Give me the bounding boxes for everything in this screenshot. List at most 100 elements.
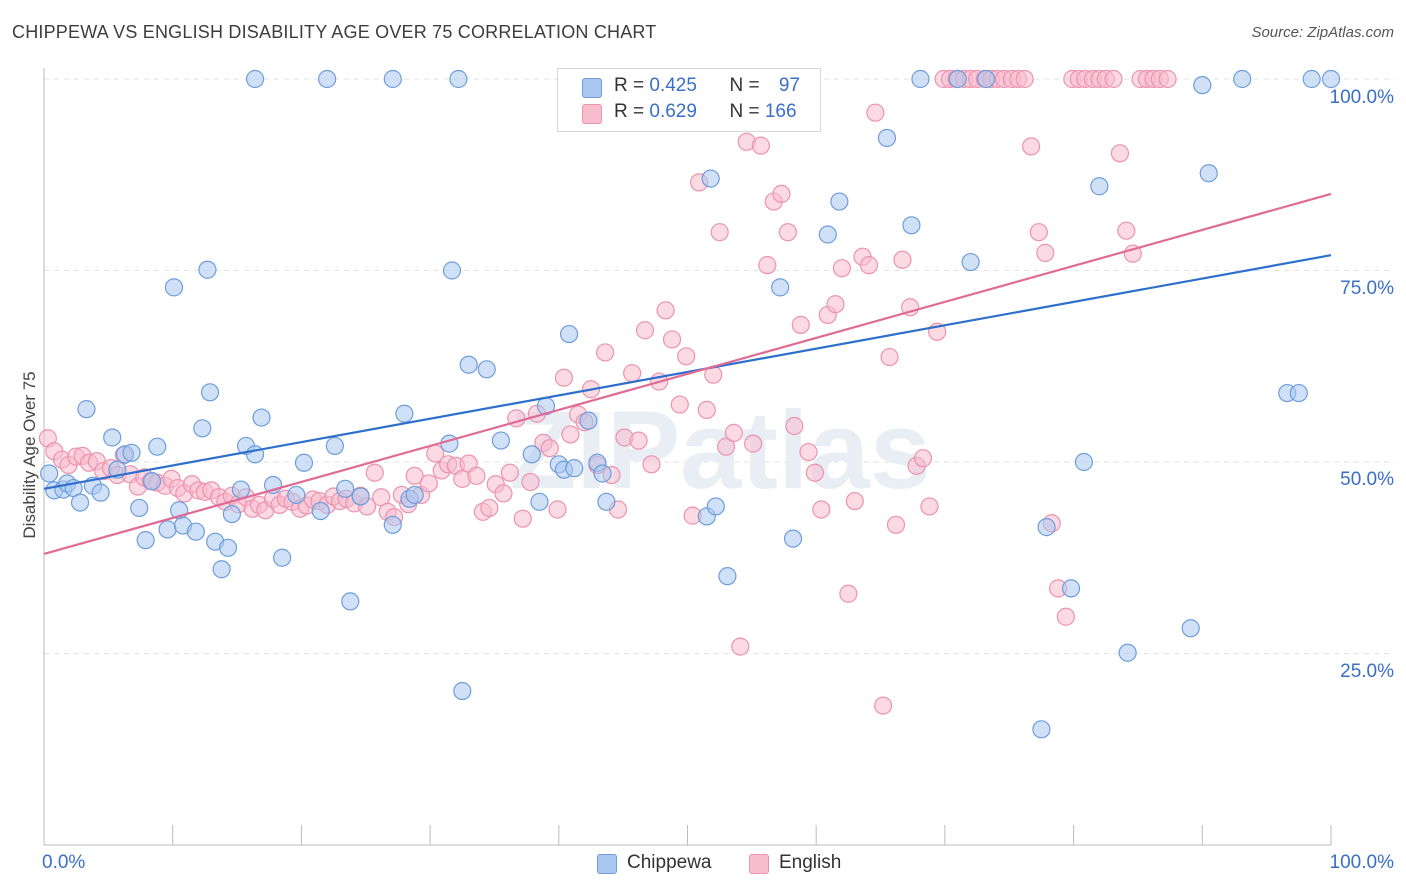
english-point — [642, 455, 661, 474]
chippewa-point — [579, 411, 598, 430]
chippewa-point — [902, 216, 921, 235]
chippewa-point — [143, 472, 162, 491]
english-point — [1036, 243, 1055, 262]
x-tick-label-left: 0.0% — [42, 852, 86, 873]
english-point — [832, 259, 852, 278]
chippewa-point — [218, 538, 238, 557]
english-point — [1117, 221, 1136, 240]
chippewa-point — [222, 504, 242, 524]
english-point — [791, 315, 810, 334]
english-point — [812, 500, 831, 519]
english-point — [710, 223, 729, 242]
chippewa-point — [395, 404, 414, 423]
chippewa-point — [911, 69, 930, 89]
english-point — [1022, 137, 1041, 156]
english-point — [1056, 607, 1075, 626]
english-point — [561, 425, 580, 444]
r-label: R = — [614, 75, 650, 96]
chippewa-point — [318, 69, 337, 89]
chippewa-point — [158, 520, 177, 539]
y-tick-label: 25.0% — [1340, 661, 1394, 682]
chippewa-point — [783, 529, 803, 548]
english-point — [480, 498, 499, 518]
english-point — [920, 497, 939, 516]
english-point — [799, 442, 818, 462]
english-point — [859, 256, 879, 275]
chippewa-point — [164, 278, 184, 297]
chippewa-point — [830, 192, 849, 211]
chippewa-point — [530, 492, 549, 511]
english-point — [805, 463, 825, 482]
legend-label-english: English — [779, 852, 842, 873]
english-point — [697, 400, 716, 420]
chippewa-point — [1193, 76, 1212, 95]
english-point — [1110, 144, 1130, 163]
chippewa-point — [200, 383, 220, 402]
english-point — [913, 449, 933, 468]
chippewa-point — [91, 483, 110, 502]
chippewa-point — [341, 592, 360, 611]
chippewa-point — [597, 492, 616, 511]
chippewa-point — [1090, 177, 1109, 196]
chippewa-swatch — [582, 78, 602, 98]
chippewa-point — [198, 260, 217, 279]
english-point — [405, 466, 424, 485]
english-point — [1029, 223, 1048, 242]
chippewa-point — [453, 681, 472, 701]
n-label: N = — [729, 101, 765, 122]
chippewa-point — [193, 419, 212, 438]
english-point — [629, 431, 648, 450]
chippewa-point — [706, 497, 725, 516]
english-point — [731, 637, 750, 656]
chippewa-trend-line — [43, 254, 1332, 490]
chippewa-point — [1037, 518, 1056, 537]
english-point — [494, 484, 513, 503]
english-point — [886, 515, 906, 534]
chippewa-point — [1181, 619, 1200, 638]
english-point — [677, 347, 696, 366]
chart-title: CHIPPEWA VS ENGLISH DISABILITY AGE OVER … — [12, 22, 657, 42]
y-tick-label: 50.0% — [1340, 469, 1394, 490]
chippewa-point — [477, 360, 496, 379]
english-point — [656, 301, 675, 320]
chippewa-point — [130, 498, 149, 518]
chippewa-point — [272, 548, 292, 567]
english-point — [548, 500, 567, 519]
axes — [43, 68, 1332, 846]
chippewa-point — [122, 443, 141, 462]
english-point — [365, 463, 384, 482]
chippewa-point — [1302, 69, 1321, 89]
chippewa-point — [440, 434, 459, 453]
r-value-english: 0.629 — [649, 101, 697, 122]
chippewa-point — [593, 464, 612, 483]
english-point — [874, 696, 893, 715]
chippewa-point — [1321, 69, 1341, 89]
english-point — [772, 184, 791, 203]
chippewa-point — [383, 515, 402, 534]
chippewa-point — [383, 69, 402, 89]
chippewa-point — [522, 445, 541, 464]
english-point — [758, 256, 777, 275]
legend-row-english: R = 0.629 N = 166 — [558, 101, 820, 127]
english-point — [670, 395, 689, 414]
chippewa-point — [77, 400, 96, 419]
x-tick-label-right: 100.0% — [1329, 852, 1394, 873]
chippewa-point — [212, 560, 231, 579]
chippewa-point — [405, 485, 424, 505]
english-point — [717, 437, 736, 456]
chippewa-point — [252, 408, 271, 427]
english-point — [724, 423, 743, 442]
english-point — [1015, 69, 1034, 89]
english-point — [866, 103, 885, 122]
english-point — [554, 368, 574, 387]
english-point — [419, 474, 438, 493]
english-point — [500, 463, 519, 482]
english-point — [839, 584, 858, 603]
chippewa-point — [818, 225, 837, 244]
english-point — [785, 416, 804, 436]
english-point — [880, 347, 899, 367]
english-point — [1104, 69, 1123, 89]
correlation-legend: R = 0.425 N = 97 R = 0.629 N = 166 — [557, 68, 821, 132]
english-point — [751, 136, 770, 155]
source-credit: Source: ZipAtlas.com — [1251, 24, 1394, 41]
